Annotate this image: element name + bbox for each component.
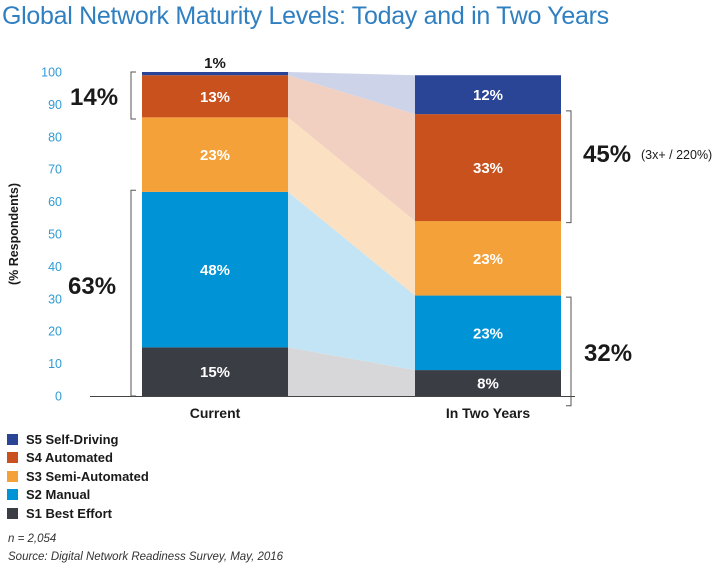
x-tick-label: Current <box>190 405 241 421</box>
legend-item-s2-manual: S2 Manual <box>7 486 149 505</box>
data-label: 12% <box>473 87 503 104</box>
legend-swatch <box>7 433 18 445</box>
bar-current-s3-semi-automated <box>142 117 288 192</box>
legend-label: S3 Semi-Automated <box>26 468 149 484</box>
labels: 15% 48% 23% 13% 1% Current 8% 23% 23% 33% 12% In Tw… <box>68 55 712 421</box>
bar-in-two-years-s1-best-effort <box>415 370 561 396</box>
y-tick-label: 40 <box>48 260 62 274</box>
annotation-current-top: 14% <box>70 84 118 111</box>
band-s1-best-effort <box>288 347 415 396</box>
y-tick-label: 60 <box>48 195 62 209</box>
data-label: 8% <box>477 376 499 393</box>
data-label: 23% <box>200 147 230 164</box>
y-axis: 0 10 20 30 40 50 60 70 80 90 100 (% Respondents) <box>7 66 575 404</box>
legend-item-s4-automated: S4 Automated <box>7 449 149 468</box>
data-label: 23% <box>473 325 503 342</box>
data-label: 13% <box>200 89 230 106</box>
bracket-future-bottom <box>566 296 572 407</box>
data-label: 48% <box>200 262 230 279</box>
legend-label: S2 Manual <box>26 487 91 503</box>
annotation-future-top: 45% <box>583 141 631 168</box>
annotation-current-bottom: 63% <box>68 273 116 300</box>
bar-current-s4-automated <box>142 75 288 118</box>
data-label: 15% <box>200 364 230 381</box>
bar-current-s5-self-driving <box>142 72 288 76</box>
bar-current-s2-manual <box>142 191 288 348</box>
y-tick-label: 70 <box>48 163 62 177</box>
legend-swatch <box>7 507 18 519</box>
y-tick-label: 10 <box>48 357 62 371</box>
legend-swatch <box>7 470 18 482</box>
sample-size-note: n = 2,054 <box>8 533 57 545</box>
band-s5-self-driving <box>288 72 415 115</box>
y-axis-label: (% Respondents) <box>7 183 21 285</box>
y-tick-label: 80 <box>48 130 62 144</box>
legend: S5 Self-Driving S4 Automated S3 Semi-Autom… <box>7 430 149 523</box>
source-note: Source: Digital Network Readiness Survey… <box>8 551 284 563</box>
bracket-current-top <box>130 71 136 120</box>
brackets <box>130 71 572 407</box>
stacked-bar-chart: 0 10 20 30 40 50 60 70 80 90 100 (% Respondents) 15… <box>7 55 712 421</box>
y-tick-label: 20 <box>48 325 62 339</box>
chart-title: Global Network Maturity Levels: Today an… <box>2 2 609 30</box>
y-tick-label: 90 <box>48 98 62 112</box>
legend-swatch <box>7 489 18 501</box>
bars <box>142 72 561 396</box>
bar-in-two-years-s2-manual <box>415 295 561 371</box>
bar-in-two-years-s5-self-driving <box>415 75 561 115</box>
y-tick-label: 100 <box>41 66 62 80</box>
band-s2-manual <box>288 191 415 371</box>
legend-item-s1-best-effort: S1 Best Effort <box>7 504 149 523</box>
x-tick-label: In Two Years <box>446 405 531 421</box>
data-label: 1% <box>204 55 226 72</box>
y-tick-label: 50 <box>48 228 62 242</box>
band-s3-semi-automated <box>288 117 415 296</box>
legend-item-s5-self-driving: S5 Self-Driving <box>7 430 149 449</box>
band-s4-automated <box>288 75 415 222</box>
annotation-future-top-note: (3x+ / 220%) <box>641 148 712 162</box>
bar-in-two-years-s4-automated <box>415 114 561 222</box>
data-label: 23% <box>473 251 503 268</box>
bar-current-s1-best-effort <box>142 347 288 396</box>
data-label: 33% <box>473 160 503 177</box>
y-tick-label: 30 <box>48 292 62 306</box>
bracket-current-bottom <box>130 189 136 397</box>
legend-item-s3-semi-automated: S3 Semi-Automated <box>7 467 149 486</box>
legend-label: S5 Self-Driving <box>26 431 119 447</box>
legend-label: S4 Automated <box>26 450 113 466</box>
bar-in-two-years-s3-semi-automated <box>415 221 561 296</box>
bracket-future-top <box>566 110 572 224</box>
annotation-future-bottom: 32% <box>584 340 632 367</box>
y-tick-label: 0 <box>55 390 62 404</box>
transition-bands <box>288 72 415 396</box>
legend-swatch <box>7 452 18 464</box>
legend-label: S1 Best Effort <box>26 505 112 521</box>
